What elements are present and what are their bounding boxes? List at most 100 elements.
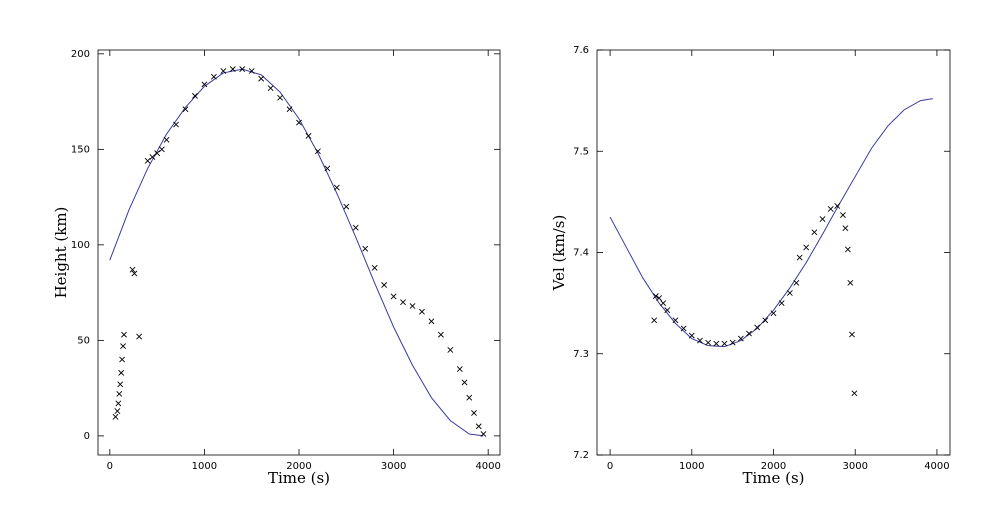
y-tick-label: 7.2 xyxy=(573,450,589,461)
data-point xyxy=(778,300,785,307)
data-point xyxy=(305,133,312,139)
data-point xyxy=(220,68,227,74)
data-point xyxy=(115,400,122,407)
data-point xyxy=(117,381,124,388)
x-tick-label: 1000 xyxy=(192,461,217,472)
y-tick-label: 0 xyxy=(84,431,90,442)
x-axis-label: Time (s) xyxy=(742,469,804,487)
data-point xyxy=(248,68,255,74)
y-tick-label: 7.5 xyxy=(573,146,589,157)
data-point xyxy=(173,121,179,128)
data-point xyxy=(697,337,703,344)
data-point xyxy=(296,119,302,126)
data-point xyxy=(664,307,671,314)
data-point xyxy=(447,347,454,353)
data-point xyxy=(428,318,435,325)
data-point xyxy=(754,324,761,331)
data-point xyxy=(144,157,151,164)
data-point xyxy=(239,66,246,73)
y-axis-label: Vel (km/s) xyxy=(550,215,568,292)
x-tick-label: 1000 xyxy=(679,461,704,472)
data-point xyxy=(201,81,208,88)
data-point xyxy=(381,282,388,288)
x-tick-label: 4000 xyxy=(924,461,949,472)
x-tick-label: 4000 xyxy=(475,461,500,472)
data-point xyxy=(475,423,482,430)
data-point xyxy=(114,408,121,414)
data-point xyxy=(129,266,136,273)
data-point xyxy=(154,150,161,157)
data-point xyxy=(480,431,487,437)
data-point xyxy=(652,293,659,299)
data-point xyxy=(333,184,340,191)
data-point xyxy=(688,332,695,339)
model-line xyxy=(609,98,933,348)
x-tick-label: 0 xyxy=(607,461,613,472)
y-axis-label: Height (km) xyxy=(52,207,70,299)
data-point xyxy=(409,303,416,309)
data-point xyxy=(847,279,854,286)
data-point xyxy=(705,339,712,346)
model-line xyxy=(109,68,484,437)
data-point xyxy=(796,254,803,261)
data-point xyxy=(842,225,849,232)
data-point xyxy=(258,75,265,82)
data-point xyxy=(456,366,463,372)
data-point xyxy=(277,94,284,101)
data-point xyxy=(400,299,406,306)
data-point xyxy=(746,330,752,337)
data-point xyxy=(192,92,198,99)
data-point xyxy=(803,244,810,251)
x-axis-label: Time (s) xyxy=(268,469,330,487)
data-point xyxy=(840,212,846,218)
data-point xyxy=(343,203,350,210)
data-point xyxy=(827,206,834,212)
data-point xyxy=(118,369,125,376)
y-tick-label: 50 xyxy=(77,335,90,346)
data-point xyxy=(158,146,165,153)
data-point xyxy=(834,203,841,209)
data-point xyxy=(680,325,687,332)
x-tick-label: 3000 xyxy=(381,461,406,472)
data-point xyxy=(660,300,667,307)
plot-frame xyxy=(97,49,501,456)
data-point xyxy=(844,246,851,253)
data-point xyxy=(121,331,127,338)
data-point xyxy=(371,264,378,271)
data-point xyxy=(762,317,769,324)
x-tick-label: 2000 xyxy=(761,461,786,472)
data-point xyxy=(390,293,397,300)
data-point xyxy=(786,290,793,296)
data-point xyxy=(210,73,217,80)
data-point xyxy=(737,335,744,342)
data-point xyxy=(119,356,126,363)
data-point xyxy=(286,106,293,113)
y-tick-label: 7.3 xyxy=(573,349,589,360)
data-point xyxy=(314,148,321,155)
data-point xyxy=(466,394,473,401)
data-point xyxy=(461,379,468,386)
data-point xyxy=(437,331,444,338)
data-point xyxy=(362,245,369,252)
data-point xyxy=(851,390,858,397)
y-tick-label: 7.4 xyxy=(573,248,589,259)
data-point xyxy=(811,229,818,236)
plot-frame xyxy=(596,49,951,456)
x-tick-label: 0 xyxy=(107,461,113,472)
data-point xyxy=(149,154,156,160)
data-point xyxy=(229,66,236,73)
data-point xyxy=(116,390,123,397)
data-point xyxy=(419,308,425,315)
data-point xyxy=(713,340,720,347)
data-point xyxy=(136,333,143,340)
data-point xyxy=(352,224,359,231)
y-tick-label: 100 xyxy=(71,240,90,251)
data-point xyxy=(849,331,855,338)
data-point xyxy=(131,270,138,277)
data-point xyxy=(112,413,119,420)
data-point xyxy=(651,317,658,324)
data-point xyxy=(267,85,274,92)
data-point xyxy=(163,136,170,143)
data-point xyxy=(729,339,736,346)
